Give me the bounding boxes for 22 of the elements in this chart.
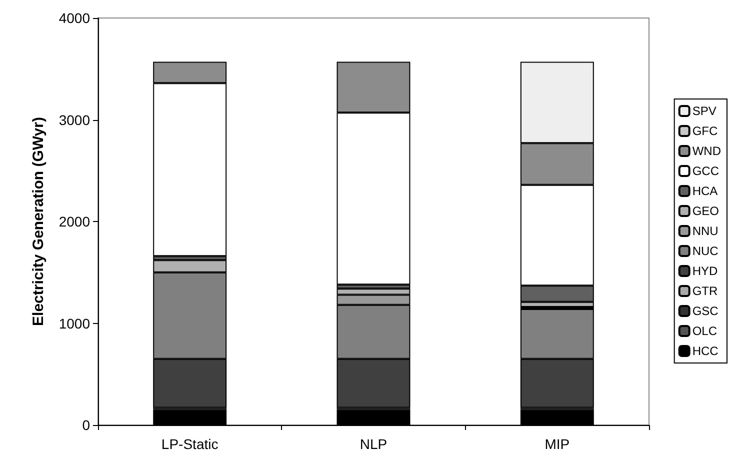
legend-label: NNU [692,224,718,238]
legend-label: GSC [692,304,719,318]
y-tick-label: 3000 [58,112,90,128]
x-tick-label: MIP [544,436,570,452]
legend-label: GCC [692,164,720,178]
legend-label: SPV [692,104,716,118]
legend-label: OLC [692,324,718,338]
y-tick-label: 0 [82,417,90,433]
x-tick-label: LP-Static [161,436,218,452]
legend-label: HYD [692,264,718,278]
legend-label: GFC [692,124,718,138]
y-tick-label: 4000 [58,10,90,26]
legend-label: HCC [692,344,719,358]
legend-label: GEO [692,204,720,218]
legend-label: GTR [692,284,718,298]
y-tick-label: 1000 [58,315,90,332]
y-axis-title: Electricity Generation (GWyr) [30,117,47,326]
y-tick-label: 2000 [58,214,90,230]
legend-label: WND [692,144,722,158]
x-tick-label: NLP [360,436,388,452]
legend-label: NUC [692,244,719,258]
legend-label: HCA [692,184,718,198]
